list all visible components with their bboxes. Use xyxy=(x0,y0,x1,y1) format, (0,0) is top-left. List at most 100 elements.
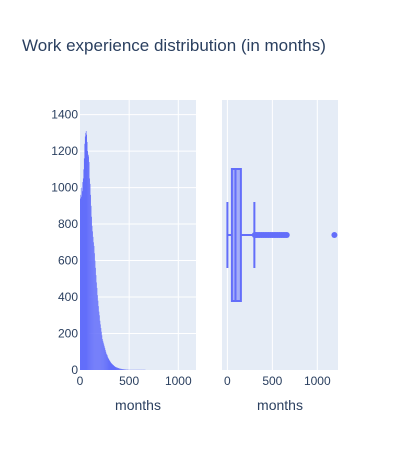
histogram-bar xyxy=(122,369,123,370)
histogram-bar xyxy=(85,132,87,370)
histogram-bar xyxy=(94,253,95,370)
histogram-bar xyxy=(108,359,110,370)
histogram-x-tick-label: 0 xyxy=(77,374,84,388)
histogram-y-tick-label: 600 xyxy=(58,254,78,268)
histogram-bar xyxy=(93,245,95,370)
histogram-bar xyxy=(94,260,96,370)
histogram-bar xyxy=(112,364,114,370)
histogram-bar xyxy=(108,358,109,370)
histogram-bar xyxy=(98,311,100,370)
histogram-bar xyxy=(113,365,115,370)
histogram-bar xyxy=(123,369,124,370)
histogram-bar xyxy=(114,366,116,370)
histogram-bar xyxy=(117,367,119,370)
histogram-bar xyxy=(90,205,92,370)
histogram-bar xyxy=(88,154,89,370)
boxplot-x-tick-label: 0 xyxy=(224,374,231,388)
histogram-bar xyxy=(113,365,115,370)
histogram-x-tick-labels: 0 500 1000 xyxy=(77,374,192,388)
histogram-bar xyxy=(80,198,81,370)
histogram-x-tick-label: 1000 xyxy=(165,374,192,388)
histogram-y-tick-label: 1200 xyxy=(51,144,78,158)
histogram-bar xyxy=(89,183,91,370)
histogram-bar xyxy=(100,324,101,370)
histogram-bar xyxy=(106,354,108,370)
histogram-bar xyxy=(122,369,124,370)
histogram-bar xyxy=(110,363,112,370)
histogram-bar xyxy=(111,363,113,370)
histogram-bar xyxy=(87,151,88,370)
histogram-y-tick-label: 1400 xyxy=(51,108,78,122)
histogram-bar xyxy=(81,187,83,370)
histogram-bar xyxy=(115,367,117,370)
histogram-bar xyxy=(81,191,83,370)
histogram-bar xyxy=(98,306,99,370)
boxplot-marks xyxy=(226,168,338,302)
histogram-bar xyxy=(123,369,125,370)
histogram-bar xyxy=(84,143,86,370)
boxplot-x-tick-label: 1000 xyxy=(304,374,331,388)
histogram-bar xyxy=(91,216,92,370)
histogram-bar xyxy=(101,335,103,370)
histogram-bar xyxy=(112,365,114,370)
histogram-bar xyxy=(111,364,113,370)
histogram-gridlines xyxy=(80,100,196,370)
histogram-bar xyxy=(80,196,82,370)
histogram-bar xyxy=(89,178,90,370)
histogram-bar xyxy=(103,344,105,370)
histogram-x-tick-label: 500 xyxy=(119,374,139,388)
histogram-bar xyxy=(125,369,126,370)
histogram-y-tick-label: 800 xyxy=(58,217,78,231)
histogram-bar xyxy=(99,320,101,370)
chart-title: Work experience distribution (in months) xyxy=(22,36,326,55)
histogram-bar xyxy=(114,366,116,370)
histogram-y-tick-label: 0 xyxy=(71,363,78,377)
boxplot-outlier-point xyxy=(283,232,290,238)
histogram-bar xyxy=(105,349,106,370)
histogram-bar xyxy=(82,178,84,370)
histogram-bars xyxy=(80,131,146,370)
histogram-bar xyxy=(102,338,103,370)
histogram-bar xyxy=(96,287,98,370)
histogram-bar xyxy=(91,225,93,370)
boxplot-outlier-point xyxy=(331,232,338,238)
histogram-y-tick-label: 1000 xyxy=(51,181,78,195)
histogram-x-axis-title: months xyxy=(115,397,161,413)
histogram-bar xyxy=(121,368,122,370)
boxplot-x-tick-labels: 0 500 1000 xyxy=(224,374,331,388)
histogram-bar xyxy=(124,369,125,370)
histogram-bar xyxy=(80,194,82,370)
histogram-bar xyxy=(110,362,112,370)
histogram-bar xyxy=(95,267,96,370)
histogram-bar xyxy=(92,236,94,370)
histogram-bar xyxy=(97,300,99,370)
histogram-bar xyxy=(121,369,123,370)
histogram-bar xyxy=(107,355,108,370)
histogram-bar xyxy=(124,369,126,370)
histogram-bar xyxy=(109,361,111,370)
histogram-bar xyxy=(118,368,120,370)
histogram-bar xyxy=(93,242,94,370)
histogram-bar xyxy=(116,367,118,370)
histogram-bar xyxy=(96,282,97,370)
histogram-bar xyxy=(88,162,90,370)
histogram-bar xyxy=(101,331,102,370)
histogram-bar xyxy=(97,295,98,370)
histogram-bar xyxy=(86,134,87,370)
histogram-bar xyxy=(103,342,104,370)
histogram-bar xyxy=(90,194,91,370)
histogram-bar xyxy=(86,141,88,370)
histogram-bar xyxy=(92,231,93,370)
histogram-bar xyxy=(102,340,104,370)
histogram-bar xyxy=(119,368,120,370)
histogram-bar xyxy=(120,368,121,370)
histogram-bar xyxy=(105,351,107,370)
histogram-bar xyxy=(104,348,106,370)
histogram-y-tick-label: 400 xyxy=(58,290,78,304)
histogram-bar xyxy=(106,353,107,370)
histogram-bar xyxy=(83,169,85,370)
histogram-bar xyxy=(83,158,85,370)
histogram-bar xyxy=(118,368,119,370)
histogram-bar xyxy=(104,346,105,370)
